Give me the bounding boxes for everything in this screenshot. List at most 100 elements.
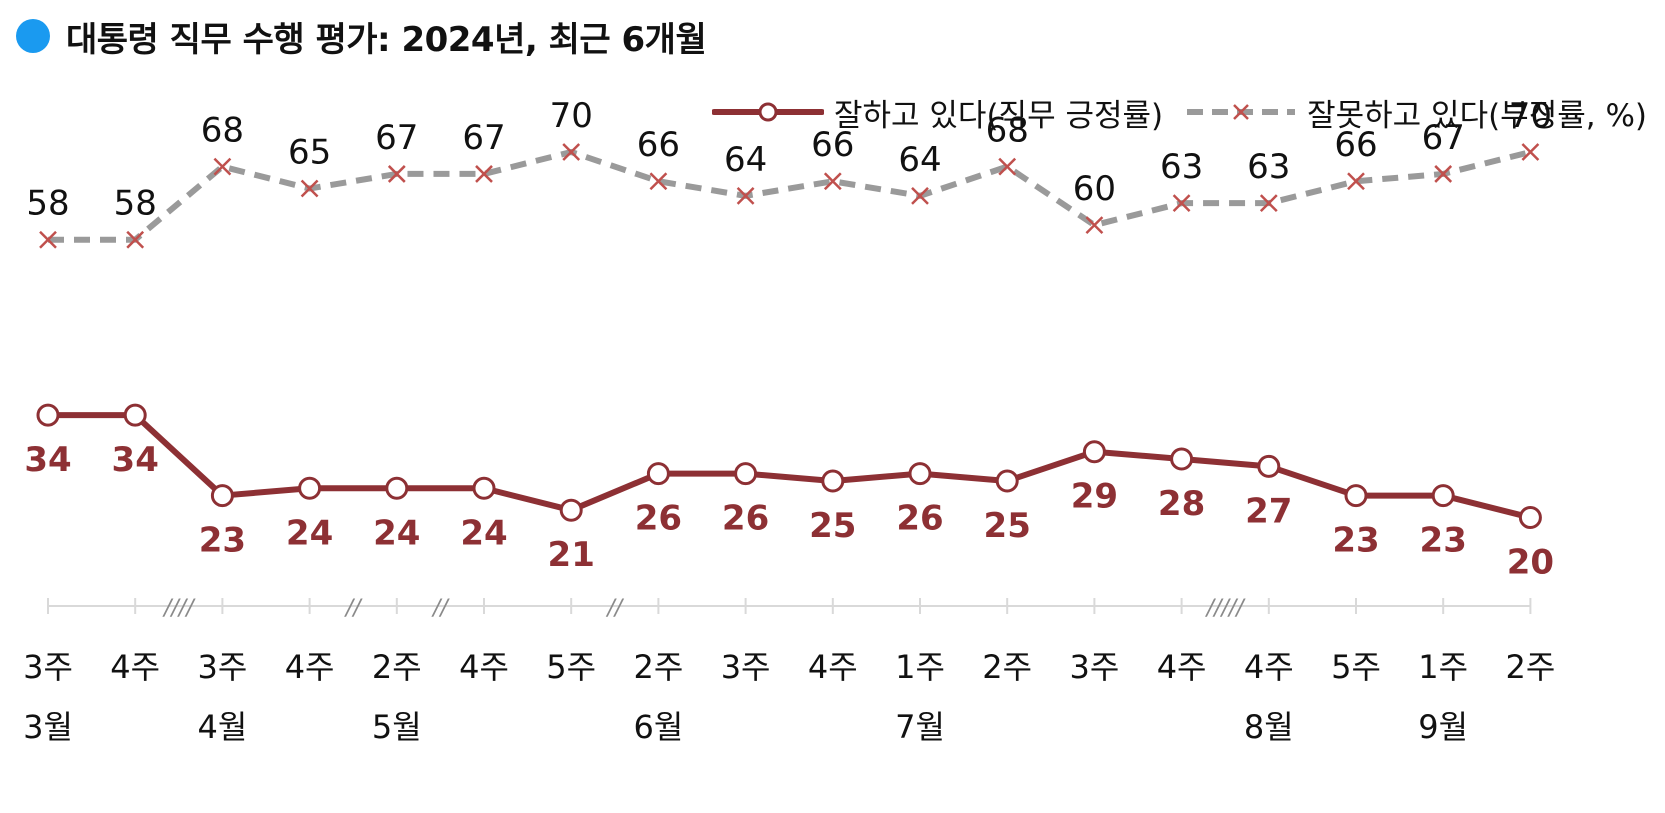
data-point-disapprove bbox=[1347, 172, 1365, 191]
data-label-approve: 24 bbox=[373, 513, 420, 553]
data-point-disapprove bbox=[300, 179, 319, 198]
data-label-disapprove: 60 bbox=[1073, 169, 1116, 209]
data-label-disapprove: 66 bbox=[811, 125, 854, 165]
data-label-approve: 24 bbox=[460, 513, 507, 553]
data-point-disapprove bbox=[911, 186, 929, 205]
data-point-disapprove bbox=[998, 157, 1017, 176]
data-point-approve bbox=[298, 476, 322, 500]
x-tick-label-week: 4주 bbox=[1244, 648, 1294, 686]
data-label-approve: 27 bbox=[1245, 491, 1292, 531]
data-label-approve: 25 bbox=[984, 506, 1031, 546]
data-point-disapprove bbox=[126, 230, 145, 249]
legend-item-approve: 잘하고 있다(직무 긍정률) bbox=[712, 90, 1163, 135]
x-tick-label-month: 3월 bbox=[23, 708, 73, 746]
data-label-approve: 26 bbox=[722, 499, 769, 539]
x-tick-label-week: 3주 bbox=[23, 648, 73, 686]
data-label-disapprove: 66 bbox=[1334, 125, 1377, 165]
data-point-disapprove bbox=[562, 143, 581, 161]
data-label-disapprove: 58 bbox=[26, 184, 69, 224]
data-label-disapprove: 65 bbox=[288, 133, 331, 173]
axis-break-mark: // bbox=[344, 596, 363, 621]
data-point-approve bbox=[472, 476, 496, 500]
data-point-disapprove bbox=[649, 172, 668, 191]
data-label-disapprove: 64 bbox=[898, 140, 941, 180]
data-label-disapprove: 63 bbox=[1247, 147, 1290, 187]
data-point-approve bbox=[123, 403, 147, 427]
series-line-approve bbox=[48, 412, 1532, 521]
x-tick-label-week: 4주 bbox=[1157, 648, 1207, 686]
data-label-approve: 20 bbox=[1507, 543, 1554, 583]
data-label-disapprove: 66 bbox=[637, 125, 680, 165]
data-label-disapprove: 70 bbox=[1509, 96, 1552, 136]
legend-disapprove-label: 잘못하고 있다(부정률, %) bbox=[1307, 97, 1647, 134]
data-label-approve: 25 bbox=[809, 506, 856, 546]
x-tick-label-week: 3주 bbox=[721, 648, 771, 686]
data-point-approve bbox=[1518, 506, 1542, 529]
data-point-approve bbox=[36, 403, 60, 427]
data-label-approve: 26 bbox=[635, 499, 682, 539]
legend-disapprove-line-icon bbox=[1187, 104, 1296, 120]
x-tick-label-month: 8월 bbox=[1244, 708, 1294, 746]
x-tick-label-week: 5주 bbox=[546, 648, 596, 686]
data-point-approve bbox=[995, 469, 1019, 493]
x-tick-label-week: 2주 bbox=[372, 648, 422, 686]
data-point-disapprove bbox=[213, 157, 232, 176]
axis-break-mark: // bbox=[605, 596, 624, 621]
legend: 잘하고 있다(직무 긍정률) 잘못하고 있다(부정률, %) bbox=[712, 88, 1647, 136]
data-label-disapprove: 67 bbox=[375, 118, 418, 158]
axis-break-mark: ///// bbox=[1205, 596, 1247, 621]
x-tick-label-week: 2주 bbox=[633, 648, 683, 686]
data-label-approve: 28 bbox=[1158, 484, 1205, 524]
data-point-approve bbox=[734, 462, 758, 486]
x-tick-label-week: 2주 bbox=[982, 648, 1032, 686]
x-tick-label-week: 4주 bbox=[459, 648, 509, 686]
legend-item-disapprove: 잘못하고 있다(부정률, %) bbox=[1185, 90, 1647, 135]
x-tick-label-week: 4주 bbox=[110, 648, 160, 686]
data-point-disapprove bbox=[1172, 194, 1191, 213]
x-tick-label-month: 4월 bbox=[197, 708, 247, 746]
x-tick-label-week: 3주 bbox=[197, 648, 247, 686]
data-point-disapprove bbox=[387, 165, 406, 183]
x-tick-label-week: 1주 bbox=[1418, 648, 1468, 686]
data-point-disapprove bbox=[1085, 216, 1104, 234]
data-label-approve: 21 bbox=[548, 535, 595, 575]
x-tick-label-week: 4주 bbox=[285, 648, 335, 686]
legend-approve-label: 잘하고 있다(직무 긍정률) bbox=[834, 97, 1164, 134]
x-tick-label-week: 3주 bbox=[1069, 648, 1119, 686]
data-label-approve: 34 bbox=[24, 440, 71, 480]
x-tick-label-week: 5주 bbox=[1331, 648, 1381, 686]
data-point-approve bbox=[210, 484, 234, 508]
x-tick-label-week: 4주 bbox=[808, 648, 858, 686]
data-label-approve: 23 bbox=[1332, 521, 1379, 561]
data-label-approve: 34 bbox=[112, 440, 159, 480]
data-point-approve bbox=[1257, 454, 1281, 478]
x-tick-label-month: 6월 bbox=[633, 708, 683, 746]
data-point-approve bbox=[385, 476, 409, 500]
data-point-approve bbox=[1170, 447, 1194, 471]
data-label-disapprove: 68 bbox=[986, 111, 1029, 151]
x-tick-label-month: 9월 bbox=[1418, 708, 1468, 746]
x-tick-label-month: 7월 bbox=[895, 708, 945, 746]
series-line-disapprove bbox=[48, 149, 1532, 243]
data-point-approve bbox=[559, 498, 583, 522]
axis-break-mark: //// bbox=[162, 596, 196, 621]
data-point-disapprove bbox=[1521, 143, 1540, 161]
data-point-approve bbox=[908, 462, 932, 486]
x-tick-label-month: 5월 bbox=[372, 708, 422, 746]
data-label-disapprove: 68 bbox=[201, 111, 244, 151]
data-point-disapprove bbox=[475, 165, 493, 183]
x-tick-label-week: 1주 bbox=[895, 648, 945, 686]
data-label-approve: 23 bbox=[199, 521, 246, 561]
data-point-disapprove bbox=[1434, 165, 1453, 183]
data-point-disapprove bbox=[736, 186, 755, 205]
chart-title-text: 대통령 직무 수행 평가: 2024년, 최근 6개월 bbox=[66, 19, 707, 60]
data-label-approve: 24 bbox=[286, 513, 333, 553]
data-label-disapprove: 64 bbox=[724, 140, 767, 180]
data-label-approve: 29 bbox=[1071, 477, 1118, 517]
data-point-disapprove bbox=[823, 172, 842, 191]
data-label-disapprove: 67 bbox=[1422, 118, 1465, 158]
data-point-approve bbox=[646, 462, 670, 486]
data-point-approve bbox=[1344, 484, 1368, 508]
x-tick-label-week: 2주 bbox=[1505, 648, 1555, 686]
